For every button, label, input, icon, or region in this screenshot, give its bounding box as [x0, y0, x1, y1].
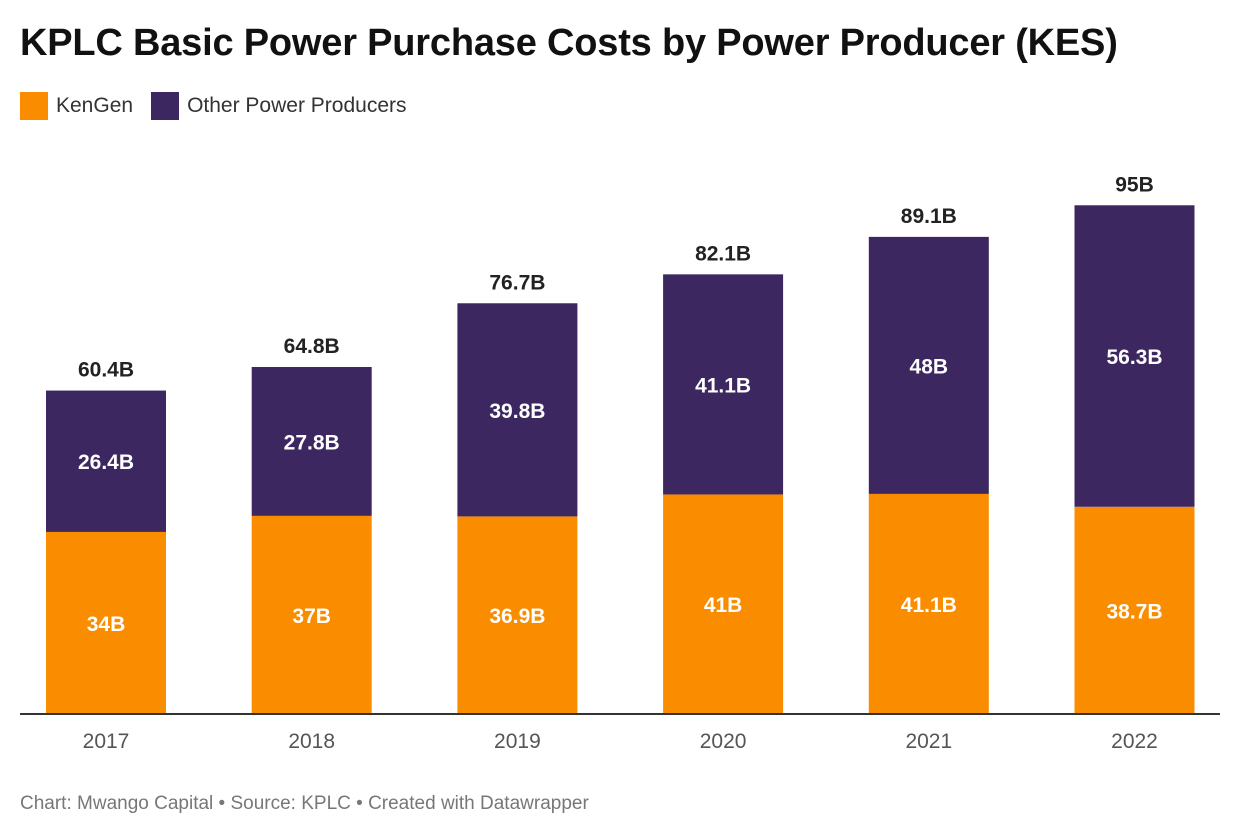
total-label-2019: 76.7B: [489, 271, 545, 294]
total-label-2021: 89.1B: [901, 205, 957, 228]
bar-segment-other-producers-2021: [868, 236, 989, 494]
bar-segment-kengen-2022: [1074, 506, 1195, 714]
bar-segment-kengen-2017: [46, 531, 166, 714]
bar-segment-other-producers-2017: [46, 390, 166, 532]
legend-swatch-kengen: [20, 92, 48, 120]
x-tick-label-2020: 2020: [700, 730, 747, 753]
segment-label-kengen-2020: 41B: [704, 594, 743, 617]
x-tick-label-2018: 2018: [288, 730, 335, 753]
segment-label-kengen-2021: 41.1B: [901, 594, 957, 617]
bar-segment-other-producers-2020: [663, 274, 784, 495]
x-tick-label-2019: 2019: [494, 730, 541, 753]
x-tick-label-2021: 2021: [905, 730, 952, 753]
bar-segment-other-producers-2022: [1074, 205, 1195, 507]
segment-label-other-producers-2017: 26.4B: [78, 451, 134, 474]
bar-segment-kengen-2021: [868, 493, 989, 714]
bar-segment-kengen-2018: [251, 515, 372, 714]
total-label-2017: 60.4B: [78, 359, 134, 382]
bar-segment-kengen-2019: [457, 516, 578, 714]
chart-footer: Chart: Mwango Capital • Source: KPLC • C…: [20, 793, 589, 814]
segment-label-other-producers-2021: 48B: [910, 355, 949, 378]
x-tick-label-2017: 2017: [83, 730, 130, 753]
total-label-2020: 82.1B: [695, 242, 751, 265]
total-label-2022: 95B: [1115, 173, 1154, 196]
legend-item-kengen: KenGen: [20, 92, 133, 120]
legend: KenGen Other Power Producers: [20, 92, 407, 120]
total-label-2018: 64.8B: [284, 335, 340, 358]
x-tick-label-2022: 2022: [1111, 730, 1158, 753]
legend-label-other-producers: Other Power Producers: [187, 94, 407, 117]
stacked-bar-chart: 34B 26.4B 60.4B 2017 37B 27.8B 64.8B 2018 36.9B 3…: [20, 173, 1220, 753]
segment-label-other-producers-2018: 27.8B: [284, 431, 340, 454]
segment-label-kengen-2022: 38.7B: [1106, 600, 1162, 623]
bar-segment-kengen-2020: [663, 494, 784, 714]
segment-label-other-producers-2022: 56.3B: [1106, 346, 1162, 369]
legend-item-other-producers: Other Power Producers: [151, 92, 407, 120]
bar-segment-other-producers-2018: [251, 366, 372, 516]
segment-label-other-producers-2019: 39.8B: [489, 400, 545, 423]
chart-title: KPLC Basic Power Purchase Costs by Power…: [20, 22, 1118, 64]
chart-area: 34B 26.4B 60.4B 2017 37B 27.8B 64.8B 2018 36.9B 3…: [0, 140, 1240, 780]
segment-label-other-producers-2020: 41.1B: [695, 374, 751, 397]
bar-segment-other-producers-2019: [457, 303, 578, 517]
segment-label-kengen-2019: 36.9B: [489, 605, 545, 628]
legend-swatch-other-producers: [151, 92, 180, 120]
segment-label-kengen-2017: 34B: [87, 613, 126, 636]
legend-label-kengen: KenGen: [56, 94, 134, 117]
segment-label-kengen-2018: 37B: [292, 605, 331, 628]
